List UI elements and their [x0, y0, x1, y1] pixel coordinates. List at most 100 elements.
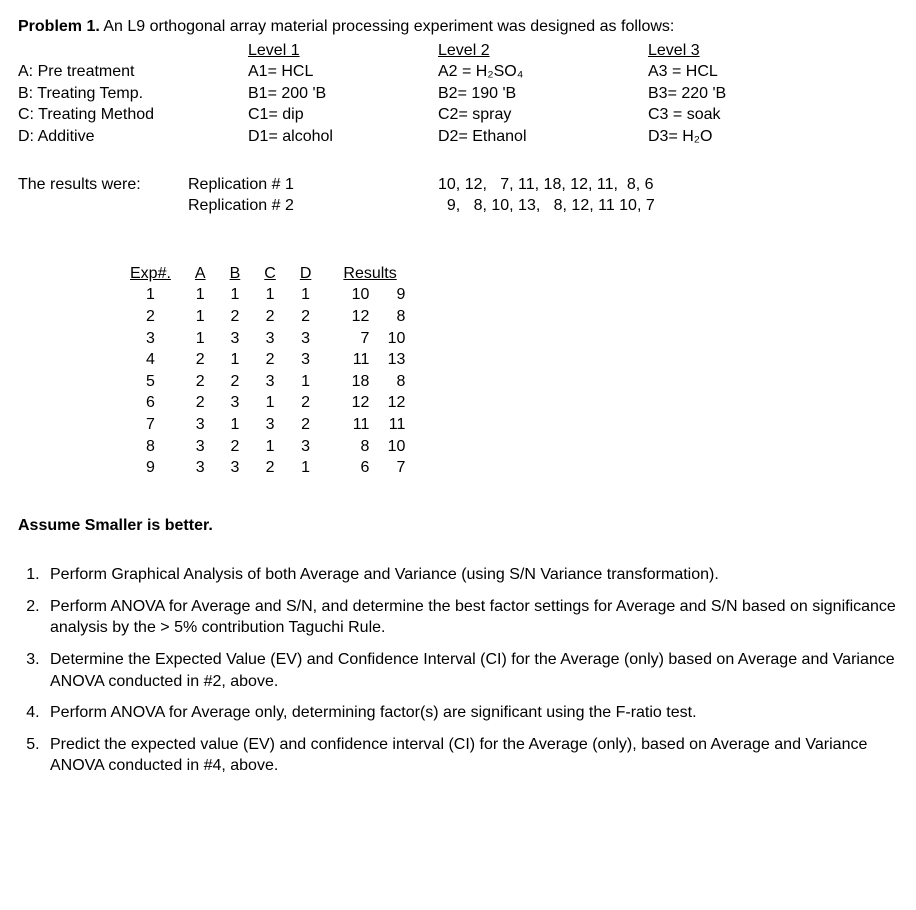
factor-row: B: Treating Temp.B1= 200 'BB2= 190 'BB3=… — [18, 83, 898, 105]
table-cell: 3 — [183, 457, 218, 479]
table-cell: 2 — [183, 349, 218, 371]
result-cell: 10 — [373, 328, 417, 350]
result-cell: 11 — [323, 349, 373, 371]
factor-cell: B3= 220 'B — [648, 83, 898, 105]
question-item: Perform ANOVA for Average and S/N, and d… — [44, 596, 898, 639]
orthogonal-array-table: Exp#. A B C D Results 111111092122212831… — [118, 263, 417, 479]
factor-cell: C3 = soak — [648, 104, 898, 126]
table-row: 421231113 — [118, 349, 417, 371]
problem-desc: An L9 orthogonal array material processi… — [100, 18, 675, 35]
factor-cell: D: Additive — [18, 126, 248, 148]
table-cell: 3 — [252, 414, 288, 436]
col-exp: Exp#. — [118, 263, 183, 285]
factors-container: A: Pre treatmentA1= HCLA2 = H₂SO₄A3 = HC… — [18, 61, 898, 147]
factor-cell: C2= spray — [438, 104, 648, 126]
table-row: 11111109 — [118, 284, 417, 306]
result-cell: 8 — [373, 371, 417, 393]
factor-cell: D2= Ethanol — [438, 126, 648, 148]
table-cell: 2 — [288, 414, 324, 436]
result-cell: 10 — [323, 284, 373, 306]
table-cell: 3 — [252, 328, 288, 350]
questions-list: Perform Graphical Analysis of both Avera… — [18, 564, 898, 777]
table-cell: 2 — [218, 306, 253, 328]
table-cell: 1 — [183, 328, 218, 350]
table-cell: 3 — [218, 328, 253, 350]
table-row: 83213810 — [118, 436, 417, 458]
table-cell: 1 — [218, 349, 253, 371]
table-cell: 6 — [118, 392, 183, 414]
level-headers-row: Level 1 Level 2 Level 3 — [18, 40, 898, 62]
replication-labels: Replication # 1 Replication # 2 — [188, 174, 438, 217]
table-cell: 1 — [252, 392, 288, 414]
table-cell: 3 — [252, 371, 288, 393]
col-c: C — [252, 263, 288, 285]
problem-title: Problem 1. An L9 orthogonal array materi… — [18, 16, 898, 38]
table-cell: 3 — [183, 436, 218, 458]
table-cell: 5 — [118, 371, 183, 393]
table-cell: 1 — [288, 371, 324, 393]
table-cell: 3 — [218, 392, 253, 414]
table-cell: 2 — [252, 457, 288, 479]
result-cell: 7 — [323, 328, 373, 350]
table-row: 21222128 — [118, 306, 417, 328]
factor-cell: D1= alcohol — [248, 126, 438, 148]
table-row: 31333710 — [118, 328, 417, 350]
table-cell: 1 — [183, 306, 218, 328]
assume-text: Assume Smaller is better. — [18, 515, 898, 537]
result-cell: 8 — [373, 306, 417, 328]
result-cell: 9 — [373, 284, 417, 306]
table-cell: 3 — [118, 328, 183, 350]
question-item: Predict the expected value (EV) and conf… — [44, 734, 898, 777]
table-cell: 1 — [252, 284, 288, 306]
col-a: A — [183, 263, 218, 285]
factor-cell: D3= H₂O — [648, 126, 898, 148]
level3-header: Level 3 — [648, 40, 898, 62]
array-header-row: Exp#. A B C D Results — [118, 263, 417, 285]
problem-number: Problem 1. — [18, 18, 100, 35]
factor-row: A: Pre treatmentA1= HCLA2 = H₂SO₄A3 = HC… — [18, 61, 898, 83]
replication-values: 10, 12, 7, 11, 18, 12, 11, 8, 6 9, 8, 10… — [438, 174, 898, 217]
rep1-values: 10, 12, 7, 11, 18, 12, 11, 8, 6 — [438, 174, 898, 196]
result-cell: 12 — [373, 392, 417, 414]
table-cell: 4 — [118, 349, 183, 371]
result-cell: 11 — [323, 414, 373, 436]
table-cell: 1 — [252, 436, 288, 458]
factor-cell: B2= 190 'B — [438, 83, 648, 105]
result-cell: 8 — [323, 436, 373, 458]
level2-header: Level 2 — [438, 40, 648, 62]
table-cell: 2 — [118, 306, 183, 328]
table-cell: 3 — [218, 457, 253, 479]
table-row: 731321111 — [118, 414, 417, 436]
question-item: Perform Graphical Analysis of both Avera… — [44, 564, 898, 586]
table-cell: 1 — [288, 457, 324, 479]
table-cell: 1 — [118, 284, 183, 306]
table-cell: 3 — [288, 349, 324, 371]
col-results: Results — [323, 263, 417, 285]
factor-row: D: AdditiveD1= alcoholD2= EthanolD3= H₂O — [18, 126, 898, 148]
table-cell: 1 — [218, 284, 253, 306]
table-cell: 2 — [183, 392, 218, 414]
result-cell: 6 — [323, 457, 373, 479]
result-cell: 13 — [373, 349, 417, 371]
col-d: D — [288, 263, 324, 285]
level1-header: Level 1 — [248, 40, 438, 62]
result-cell: 10 — [373, 436, 417, 458]
table-cell: 3 — [288, 328, 324, 350]
table-cell: 2 — [288, 306, 324, 328]
factor-cell: C: Treating Method — [18, 104, 248, 126]
table-row: 52231188 — [118, 371, 417, 393]
table-cell: 9 — [118, 457, 183, 479]
table-cell: 1 — [288, 284, 324, 306]
factor-cell: A3 = HCL — [648, 61, 898, 83]
rep2-label: Replication # 2 — [188, 195, 438, 217]
table-row: 623121212 — [118, 392, 417, 414]
table-cell: 7 — [118, 414, 183, 436]
rep1-label: Replication # 1 — [188, 174, 438, 196]
factor-cell: A1= HCL — [248, 61, 438, 83]
result-cell: 7 — [373, 457, 417, 479]
table-cell: 3 — [183, 414, 218, 436]
col-b: B — [218, 263, 253, 285]
factor-cell: B1= 200 'B — [248, 83, 438, 105]
table-cell: 2 — [183, 371, 218, 393]
table-cell: 3 — [288, 436, 324, 458]
